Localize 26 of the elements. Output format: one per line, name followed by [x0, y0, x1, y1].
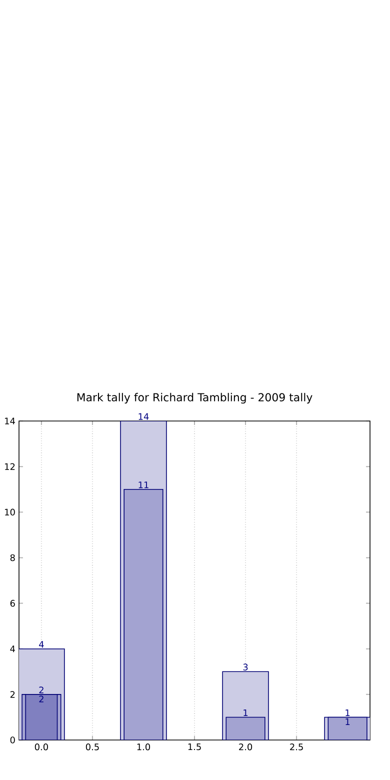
data-label: 1	[346, 718, 350, 725]
x-tick-label: 2.5	[290, 744, 303, 750]
x-tick-label: 2.0	[239, 744, 252, 750]
data-label: 2	[39, 696, 44, 702]
bar	[226, 716, 266, 740]
data-label: 1	[244, 709, 248, 716]
data-label: 1	[346, 709, 350, 716]
y-tick-label: 2	[10, 691, 15, 698]
chart-title: Mark tally for Richard Tambling - 2009 tally	[77, 392, 312, 404]
y-tick-label: 8	[10, 554, 15, 562]
x-tick-label: 1.0	[137, 744, 150, 750]
x-tick-label: 0.5	[86, 744, 99, 750]
y-tick-label: 12	[5, 463, 15, 470]
data-label: 4	[39, 641, 44, 648]
bar	[124, 488, 164, 740]
y-tick-label: 14	[5, 418, 15, 424]
y-tick-label: 6	[10, 600, 15, 607]
y-tick-label: 0	[10, 736, 15, 744]
data-label: 11	[138, 482, 148, 488]
x-tick-label: 1.5	[188, 744, 201, 750]
y-tick-label: 4	[10, 646, 15, 652]
data-label: 14	[138, 413, 149, 420]
data-label: 2	[39, 686, 44, 694]
data-label: 3	[243, 664, 248, 670]
y-tick-label: 10	[5, 508, 15, 516]
x-tick-label: 0.0	[34, 744, 48, 750]
